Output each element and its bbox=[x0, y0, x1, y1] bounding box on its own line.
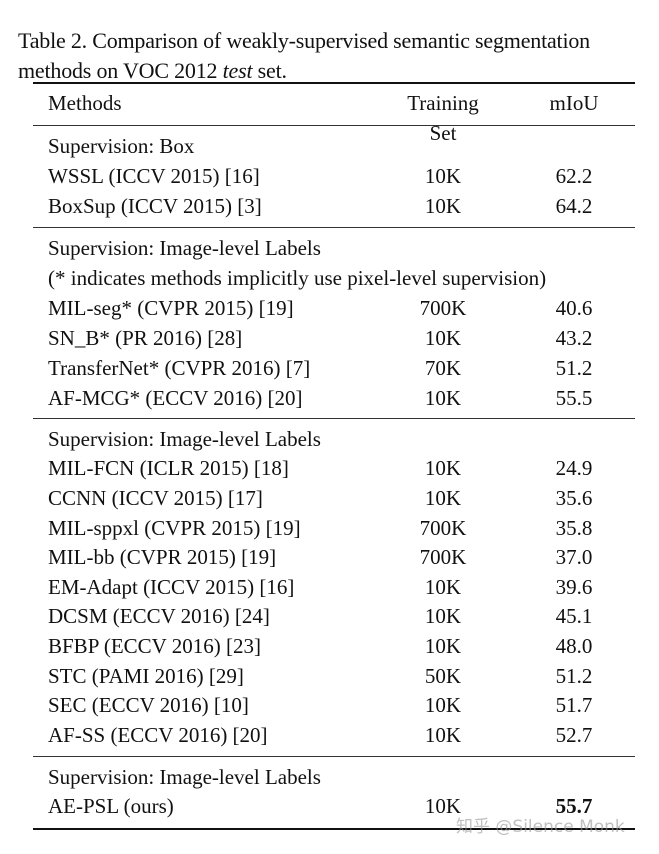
table-row: BFBP (ECCV 2016) [23] 10K 48.0 bbox=[48, 631, 638, 661]
method: EM-Adapt (ICCV 2015) [16] bbox=[48, 575, 295, 599]
group-rule bbox=[33, 756, 635, 757]
miou: 37.0 bbox=[555, 545, 593, 569]
training-set: 10K bbox=[424, 486, 462, 510]
table-row: MIL-sppxl (CVPR 2015) [19] 700K 35.8 bbox=[48, 513, 638, 543]
training-set: 10K bbox=[424, 634, 462, 658]
group-title: Supervision: Box bbox=[48, 131, 638, 161]
table-row: BoxSup (ICCV 2015) [3] 10K 64.2 bbox=[48, 191, 638, 221]
table-row: SN_B* (PR 2016) [28] 10K 43.2 bbox=[48, 323, 638, 353]
method: BoxSup (ICCV 2015) [3] bbox=[48, 194, 262, 218]
miou: 48.0 bbox=[555, 634, 593, 658]
miou: 35.6 bbox=[555, 486, 593, 510]
group-title: Supervision: Image-level Labels bbox=[48, 762, 638, 792]
training-set: 10K bbox=[424, 194, 462, 218]
table-row: AF-MCG* (ECCV 2016) [20] 10K 55.5 bbox=[48, 383, 638, 413]
training-set: 10K bbox=[424, 456, 462, 480]
table-row: TransferNet* (CVPR 2016) [7] 70K 51.2 bbox=[48, 353, 638, 383]
training-set: 10K bbox=[424, 164, 462, 188]
miou: 45.1 bbox=[555, 604, 593, 628]
header-row: Methods Training Set mIoU bbox=[48, 88, 638, 145]
training-set: 700K bbox=[419, 296, 467, 320]
watermark: 知乎 @Silence Monk bbox=[456, 817, 625, 837]
top-rule bbox=[33, 82, 635, 84]
group-title-text: Supervision: Image-level Labels bbox=[48, 765, 321, 789]
method: AF-SS (ECCV 2016) [20] bbox=[48, 723, 268, 747]
group-title-text: Supervision: Image-level Labels bbox=[48, 236, 321, 260]
method: CCNN (ICCV 2015) [17] bbox=[48, 486, 263, 510]
miou: 40.6 bbox=[555, 296, 593, 320]
method: AE-PSL (ours) bbox=[48, 794, 174, 818]
group-note-text: (* indicates methods implicitly use pixe… bbox=[48, 266, 547, 290]
header-miou: mIoU bbox=[549, 91, 599, 115]
method: WSSL (ICCV 2015) [16] bbox=[48, 164, 260, 188]
header-rule bbox=[33, 125, 635, 126]
training-set: 10K bbox=[424, 326, 462, 350]
table-row: AE-PSL (ours) 10K 55.7 bbox=[48, 791, 638, 821]
method: MIL-FCN (ICLR 2015) [18] bbox=[48, 456, 289, 480]
method: AF-MCG* (ECCV 2016) [20] bbox=[48, 386, 303, 410]
table-row: MIL-seg* (CVPR 2015) [19] 700K 40.6 bbox=[48, 293, 638, 323]
table-row: SEC (ECCV 2016) [10] 10K 51.7 bbox=[48, 690, 638, 720]
training-set: 10K bbox=[424, 693, 462, 717]
bottom-rule bbox=[33, 828, 635, 830]
method: SN_B* (PR 2016) [28] bbox=[48, 326, 243, 350]
method: MIL-bb (CVPR 2015) [19] bbox=[48, 545, 277, 569]
training-set: 10K bbox=[424, 604, 462, 628]
method: BFBP (ECCV 2016) [23] bbox=[48, 634, 261, 658]
miou: 35.8 bbox=[555, 516, 593, 540]
miou-best: 55.7 bbox=[555, 794, 593, 818]
group-rule bbox=[33, 418, 635, 419]
group-title-text: Supervision: Box bbox=[48, 134, 195, 158]
training-set: 10K bbox=[424, 386, 462, 410]
method: MIL-seg* (CVPR 2015) [19] bbox=[48, 296, 294, 320]
caption-suffix: set. bbox=[252, 58, 287, 83]
table-row: MIL-bb (CVPR 2015) [19] 700K 37.0 bbox=[48, 542, 638, 572]
miou: 51.7 bbox=[555, 693, 593, 717]
training-set: 10K bbox=[424, 794, 462, 818]
table-row: AF-SS (ECCV 2016) [20] 10K 52.7 bbox=[48, 720, 638, 750]
group-title-text: Supervision: Image-level Labels bbox=[48, 427, 321, 451]
miou: 62.2 bbox=[555, 164, 593, 188]
table-row: WSSL (ICCV 2015) [16] 10K 62.2 bbox=[48, 161, 638, 191]
table-caption: Table 2. Comparison of weakly-supervised… bbox=[18, 26, 658, 86]
miou: 52.7 bbox=[555, 723, 593, 747]
table-row: EM-Adapt (ICCV 2015) [16] 10K 39.6 bbox=[48, 572, 638, 602]
training-set: 10K bbox=[424, 723, 462, 747]
caption-italic: test bbox=[222, 58, 253, 83]
method: TransferNet* (CVPR 2016) [7] bbox=[48, 356, 311, 380]
miou: 64.2 bbox=[555, 194, 593, 218]
method: DCSM (ECCV 2016) [24] bbox=[48, 604, 270, 628]
miou: 51.2 bbox=[555, 664, 593, 688]
training-set: 50K bbox=[424, 664, 462, 688]
method: SEC (ECCV 2016) [10] bbox=[48, 693, 249, 717]
miou: 51.2 bbox=[555, 356, 593, 380]
miou: 55.5 bbox=[555, 386, 593, 410]
group-note: (* indicates methods implicitly use pixe… bbox=[48, 263, 638, 293]
training-set: 700K bbox=[419, 545, 467, 569]
training-set: 70K bbox=[424, 356, 462, 380]
caption-text: Table 2. Comparison of weakly-supervised… bbox=[18, 28, 590, 83]
table-row: CCNN (ICCV 2015) [17] 10K 35.6 bbox=[48, 483, 638, 513]
group-title: Supervision: Image-level Labels bbox=[48, 424, 638, 454]
miou: 39.6 bbox=[555, 575, 593, 599]
training-set: 700K bbox=[419, 516, 467, 540]
method: STC (PAMI 2016) [29] bbox=[48, 664, 244, 688]
miou: 24.9 bbox=[555, 456, 593, 480]
group-title: Supervision: Image-level Labels bbox=[48, 233, 638, 263]
header-methods: Methods bbox=[48, 91, 122, 115]
table-row: DCSM (ECCV 2016) [24] 10K 45.1 bbox=[48, 601, 638, 631]
table-row: STC (PAMI 2016) [29] 50K 51.2 bbox=[48, 661, 638, 691]
training-set: 10K bbox=[424, 575, 462, 599]
method: MIL-sppxl (CVPR 2015) [19] bbox=[48, 516, 301, 540]
table-row: MIL-FCN (ICLR 2015) [18] 10K 24.9 bbox=[48, 453, 638, 483]
miou: 43.2 bbox=[555, 326, 593, 350]
group-rule bbox=[33, 227, 635, 228]
